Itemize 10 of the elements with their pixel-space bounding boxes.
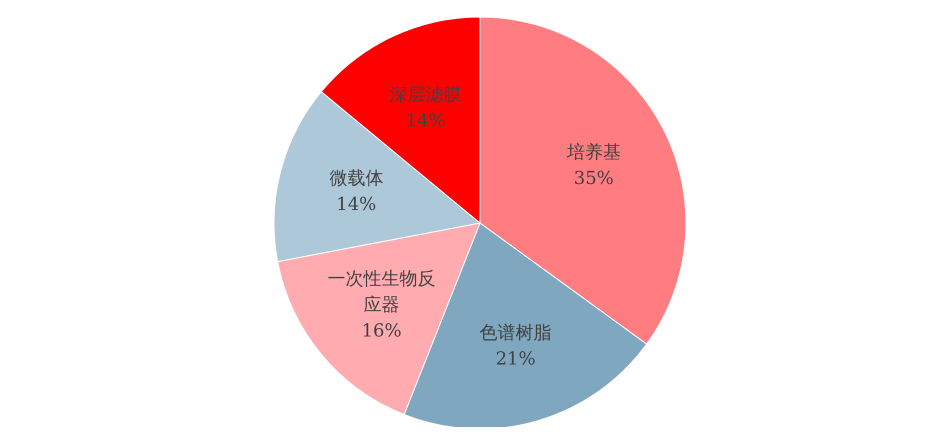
slice-label: 深层滤膜: [390, 84, 462, 105]
slice-label: 色谱树脂: [480, 322, 552, 344]
data-label: 16%: [362, 320, 402, 341]
slice-label: 微载体: [329, 168, 384, 189]
slice-label: 培养基: [566, 142, 621, 163]
slice-label: 一次性生物反应器: [328, 268, 436, 315]
data-label: 35%: [574, 168, 614, 189]
data-label: 21%: [496, 348, 536, 370]
data-label: 14%: [406, 110, 446, 131]
data-label: 14%: [336, 194, 376, 215]
